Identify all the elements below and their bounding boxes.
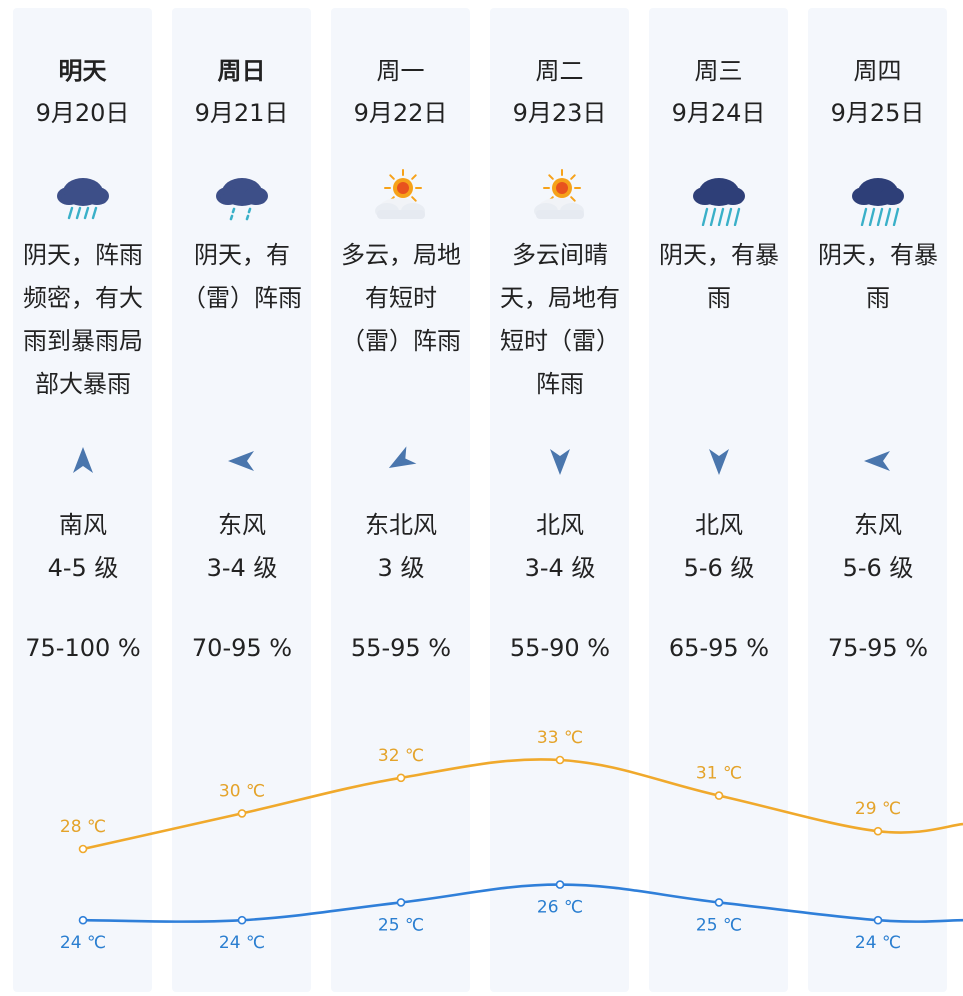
weather-description: 阴天，有暴雨 [644,234,794,320]
weather-description: 多云，局地有短时 （雷）阵雨 [326,234,476,363]
date-label: 9月21日 [194,99,289,127]
partly-cloudy-icon [369,166,433,226]
arrow-down-icon [701,443,737,479]
day-column: 周四 9月25日 [808,8,947,992]
description-line: 雨到暴雨局 [23,327,143,355]
humidity-range: 65-95 % [668,634,770,662]
humidity-range: 75-100 % [25,634,141,662]
day-label: 周日 [217,57,266,85]
description-line: 短时（雷） [500,327,620,355]
shower-icon [210,166,274,226]
day-column: 周三 9月24日 [649,8,788,992]
rainstorm-icon [687,166,751,227]
arrow-up-icon [65,443,101,479]
arrow-left-icon [860,443,896,479]
wind-level: 5-6 级 [683,554,755,582]
date-label: 9月20日 [35,99,130,127]
description-line: 雨 [866,284,890,312]
wind-level: 3-4 级 [524,554,596,582]
day-label: 周二 [535,57,584,85]
weather-description: 阴天，有暴雨 [803,234,953,320]
arrow-left-icon [224,443,260,479]
description-line: 阴天，阵雨 [23,241,143,269]
weather-description: 阴天，有 （雷）阵雨 [167,234,317,320]
date-label: 9月22日 [353,99,448,127]
description-line: 阵雨 [536,370,584,398]
wind-level: 3-4 级 [206,554,278,582]
description-line: 阴天，有 [194,241,290,269]
date-label: 9月23日 [512,99,607,127]
humidity-range: 75-95 % [827,634,929,662]
heavy-rain-shower-icon [51,166,115,226]
description-line: （雷）阵雨 [341,327,461,355]
wind-direction: 东风 [854,511,902,539]
day-label: 周一 [376,57,425,85]
wind-level: 3 级 [377,554,425,582]
description-line: 多云间晴 [512,241,608,269]
wind-direction: 东风 [218,511,266,539]
arrow-down-icon [542,443,578,479]
description-line: 阴天，有暴 [659,241,779,269]
description-line: 天，局地有 [500,284,620,312]
description-line: 频密，有大 [23,284,143,312]
date-label: 9月25日 [830,99,925,127]
weather-description: 阴天，阵雨频密，有大雨到暴雨局部大暴雨 [8,234,158,406]
day-column: 明天 9月20日 [13,8,152,992]
description-line: 有短时 [365,284,437,312]
day-label: 周三 [694,57,743,85]
day-column: 周日 9月21日 [172,8,311,992]
rainstorm-icon [846,166,910,227]
day-column: 周一 9月22日 [331,8,470,992]
humidity-range: 70-95 % [191,634,293,662]
weather-description: 多云间晴天，局地有短时（雷） 阵雨 [485,234,635,406]
day-label: 周四 [853,57,902,85]
description-line: 阴天，有暴 [818,241,938,269]
date-label: 9月24日 [671,99,766,127]
partly-cloudy-icon [528,166,592,226]
humidity-range: 55-95 % [350,634,452,662]
wind-level: 4-5 级 [47,554,119,582]
wind-direction: 北风 [695,511,743,539]
description-line: 多云，局地 [341,241,461,269]
wind-direction: 东北风 [365,511,437,539]
description-line: 部大暴雨 [35,370,131,398]
day-label: 明天 [58,57,107,85]
humidity-range: 55-90 % [509,634,611,662]
arrow-down-left-icon [383,443,419,479]
wind-direction: 北风 [536,511,584,539]
description-line: 雨 [707,284,731,312]
wind-direction: 南风 [59,511,107,539]
description-line: （雷）阵雨 [182,284,302,312]
wind-level: 5-6 级 [842,554,914,582]
day-column: 周二 9月23日 [490,8,629,992]
